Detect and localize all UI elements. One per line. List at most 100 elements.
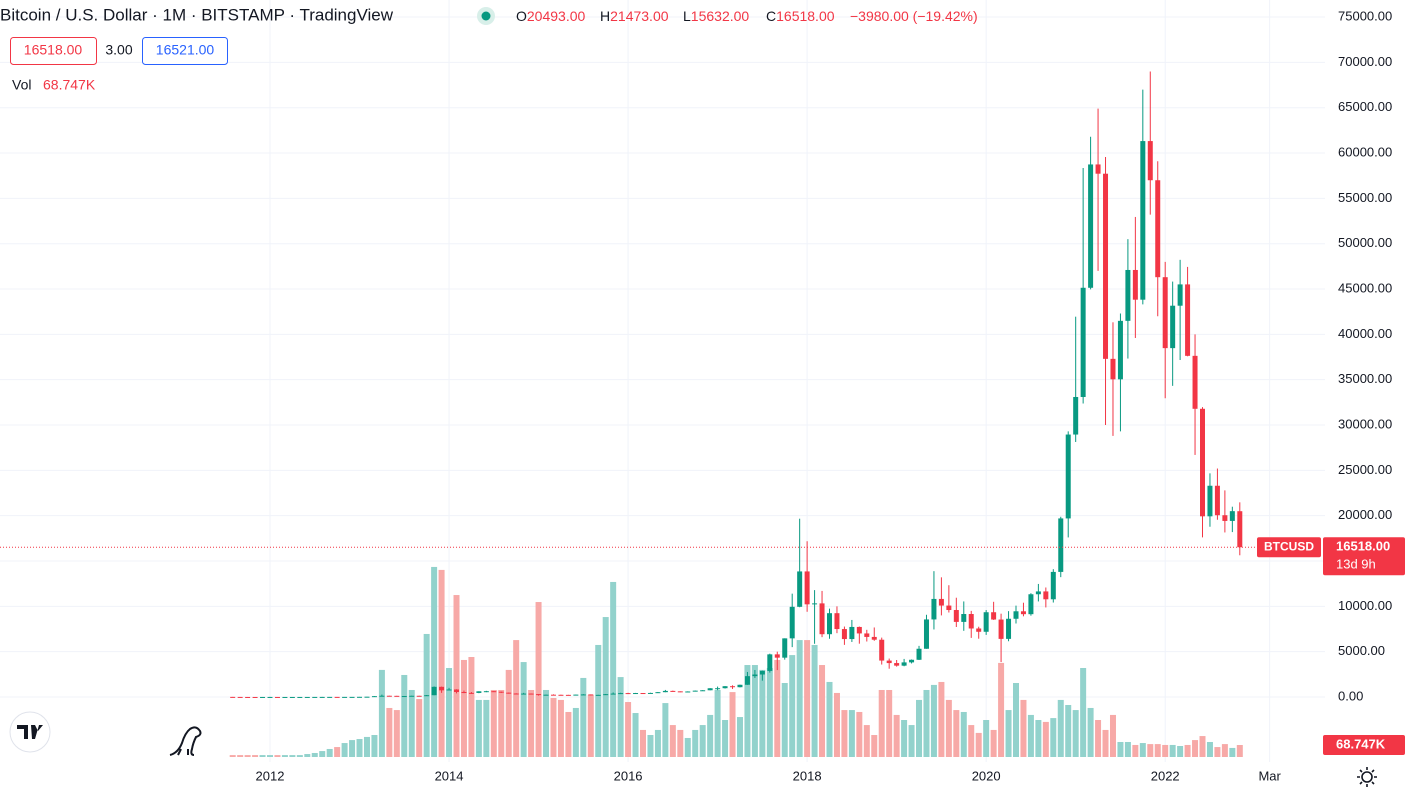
candle-body bbox=[230, 696, 236, 698]
candle-body bbox=[804, 571, 810, 605]
candle-body bbox=[513, 693, 519, 695]
bid-box[interactable] bbox=[10, 37, 97, 65]
volume-bar bbox=[259, 755, 266, 757]
candle-body bbox=[454, 689, 459, 693]
x-tick-label: 2020 bbox=[972, 768, 1001, 783]
volume-bar bbox=[1005, 710, 1012, 757]
candle-body bbox=[237, 696, 243, 698]
candles bbox=[230, 71, 1243, 698]
status-dot bbox=[481, 11, 491, 21]
candle-body bbox=[1140, 141, 1146, 300]
volume-bar bbox=[759, 669, 766, 757]
volume-bar bbox=[662, 703, 669, 757]
volume-bar bbox=[1124, 741, 1131, 757]
volume-bar bbox=[617, 677, 624, 757]
volume-bar bbox=[848, 710, 855, 757]
candle-body bbox=[610, 693, 616, 695]
candle-body bbox=[603, 694, 609, 696]
countdown-label: 13d 9h bbox=[1336, 557, 1376, 572]
volume-bar bbox=[707, 714, 714, 757]
x-tick-label: 2012 bbox=[256, 768, 285, 783]
candle-body bbox=[894, 663, 900, 666]
candle-body bbox=[483, 691, 489, 693]
volume-bar bbox=[736, 717, 743, 757]
volume-bar bbox=[371, 735, 378, 757]
y-tick-label: 70000.00 bbox=[1338, 54, 1392, 69]
x-tick-label: 2022 bbox=[1151, 768, 1180, 783]
ask-price: 16521.00 bbox=[156, 42, 215, 58]
volume-bar bbox=[811, 644, 818, 757]
volume-bar bbox=[975, 732, 982, 757]
volume-bar bbox=[945, 699, 952, 757]
volume-bar bbox=[1050, 718, 1057, 757]
volume-bar bbox=[490, 689, 497, 757]
candle-body bbox=[916, 648, 922, 660]
dino-icon[interactable] bbox=[169, 726, 202, 756]
volume-bar bbox=[520, 662, 527, 757]
volume-bar bbox=[289, 755, 296, 757]
volume-bar bbox=[1132, 744, 1139, 757]
candle-body bbox=[1207, 485, 1213, 517]
candle-body bbox=[685, 691, 691, 693]
volume-bar bbox=[968, 725, 975, 757]
volume-bar bbox=[252, 755, 259, 757]
volume-bar bbox=[640, 729, 646, 757]
x-tick-label: 2016 bbox=[614, 768, 643, 783]
candle-body bbox=[953, 610, 959, 622]
candle-body bbox=[767, 654, 773, 671]
candle-body bbox=[662, 690, 668, 693]
candle-body bbox=[327, 696, 333, 698]
candle-body bbox=[1035, 591, 1041, 595]
volume-bar bbox=[871, 735, 878, 757]
volume-bar bbox=[557, 699, 564, 757]
y-tick-label: 30000.00 bbox=[1338, 416, 1392, 431]
ohlc-value: 16518.00 bbox=[776, 8, 835, 24]
volume-bar bbox=[908, 725, 915, 757]
volume-bar bbox=[483, 699, 490, 757]
candle-body bbox=[707, 688, 713, 691]
candle-body bbox=[506, 692, 512, 694]
candle-body bbox=[1162, 277, 1168, 349]
candle-body bbox=[1229, 511, 1235, 521]
symbol-label-bg bbox=[1257, 537, 1321, 558]
volume-bar bbox=[1221, 744, 1228, 757]
candle-body bbox=[1200, 408, 1205, 517]
volume-bar bbox=[281, 755, 288, 757]
candle-body bbox=[886, 660, 892, 664]
tradingview-logo[interactable] bbox=[9, 711, 51, 753]
candle-body bbox=[1103, 173, 1109, 359]
candle-body bbox=[565, 694, 571, 696]
volume-bar bbox=[453, 595, 460, 757]
ask-box[interactable] bbox=[142, 37, 228, 65]
last-price-bg bbox=[1323, 537, 1405, 576]
volume-bar bbox=[356, 739, 363, 757]
volume-bar bbox=[1035, 720, 1042, 757]
volume-pane bbox=[229, 566, 1243, 757]
ohlc-key: O bbox=[516, 8, 527, 24]
candle-body bbox=[849, 626, 855, 640]
candle-body bbox=[841, 629, 847, 640]
volume-bar bbox=[625, 702, 632, 757]
volume-bar bbox=[543, 689, 550, 757]
volume-bar bbox=[326, 748, 333, 757]
symbol-label: BTCUSD bbox=[1264, 539, 1314, 553]
settings-icon[interactable] bbox=[1357, 767, 1377, 787]
volume-bar bbox=[1229, 747, 1236, 757]
y-tick-label: 35000.00 bbox=[1338, 371, 1392, 386]
volume-bar bbox=[714, 689, 721, 757]
candle-body bbox=[349, 696, 355, 698]
candle-body bbox=[789, 606, 795, 639]
candle-body bbox=[334, 696, 340, 698]
candle-body bbox=[1058, 518, 1064, 572]
candle-body bbox=[573, 694, 579, 696]
volume-bar bbox=[378, 669, 385, 757]
candle-body bbox=[1125, 269, 1131, 321]
grid bbox=[0, 0, 1325, 762]
candle-body bbox=[722, 686, 728, 689]
volume-bar bbox=[610, 581, 617, 757]
y-tick-label: 20000.00 bbox=[1338, 507, 1392, 522]
volume-bar bbox=[349, 740, 356, 757]
ohlc-value: 15632.00 bbox=[691, 8, 750, 24]
volume-bar bbox=[998, 662, 1005, 757]
volume-bar bbox=[311, 752, 318, 757]
